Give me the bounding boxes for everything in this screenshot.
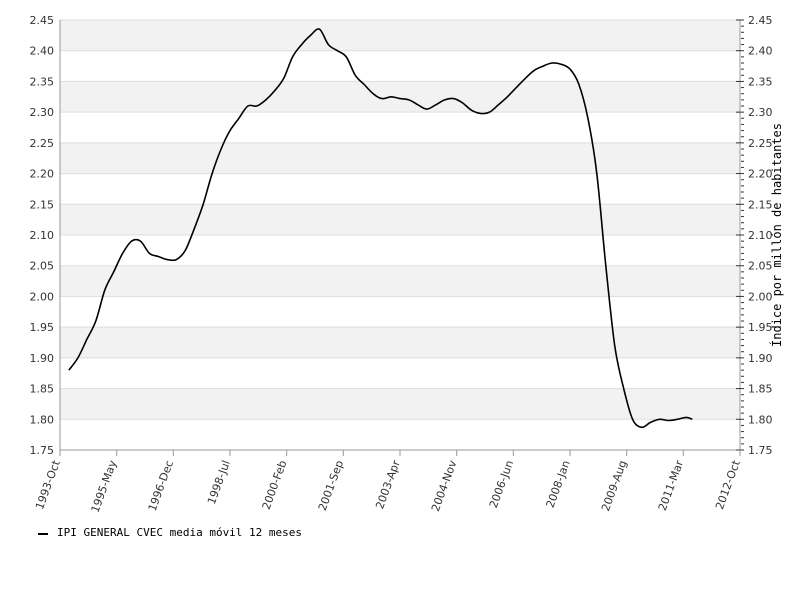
x-tick-label: 2011-Mar [656,458,686,512]
y-tick-label-left: 2.10 [30,229,55,242]
x-tick-label: 1995-May [89,458,120,514]
y-tick-label-left: 2.00 [30,290,55,303]
grid-band [60,50,740,82]
y2-axis-label: Índice por millón de habitantes [769,123,784,347]
y-tick-label-right: 2.45 [748,14,773,27]
y-tick-label-left: 1.90 [30,352,55,365]
grid-band [60,419,740,450]
y-tick-label-right: 1.90 [748,352,773,365]
y-tick-label-left: 1.85 [30,383,55,396]
y-tick-label-right: 2.10 [748,229,773,242]
series-line [68,28,693,429]
y-tick-label-right: 1.95 [748,321,773,334]
y-tick-label-left: 2.20 [30,168,55,181]
y-tick-label-left: 1.75 [30,444,55,457]
y-axis-right: 1.75 1.80 1.85 1.90 1.95 2.00 2.05 2.10 2.15 2.20… [736,14,773,457]
grid-band [60,112,740,143]
x-tick-label: 1993-Oct [33,458,63,511]
y-tick-label-left: 2.30 [30,106,55,119]
legend-label: IPI GENERAL CVEC media móvil 12 meses [57,526,303,539]
grid-band [60,81,740,113]
y-tick-label-left: 2.45 [30,14,55,27]
y-tick-label-left: 2.15 [30,198,55,211]
x-tick-label: 2006-Jun [487,459,516,510]
grid-bands [60,19,740,451]
y-tick-label-right: 2.30 [748,106,773,119]
grid-band [60,20,740,51]
grid-band [60,296,740,328]
grid-band [60,388,740,420]
x-axis: 1993-Oct 1995-May 1996-Dec 1998-Jul 2000-Feb… [33,450,743,514]
legend-swatch [38,532,48,535]
y-tick-label-left: 1.80 [30,413,55,426]
y-tick-label-left: 1.95 [30,321,55,334]
grid-band [60,204,740,235]
x-tick-label: 2001-Sep [316,459,346,513]
series-layer [68,28,693,429]
grid-band [60,357,740,389]
grid-band [60,173,740,205]
y-tick-label-right: 2.20 [748,168,773,181]
legend: IPI GENERAL CVEC media móvil 12 meses [38,526,302,539]
x-tick-label: 1998-Jul [205,459,233,507]
y-tick-label-right: 2.00 [748,290,773,303]
y-tick-label-left: 2.05 [30,260,55,273]
y-tick-label-left: 2.35 [30,75,55,88]
y-tick-label-right: 1.80 [748,413,773,426]
y-axis-left: 1.75 1.80 1.85 1.90 1.95 2.00 2.05 2.10 2.15 2.20… [30,14,55,457]
y-tick-label-right: 1.85 [748,383,773,396]
y-tick-label-right: 2.40 [748,45,773,58]
x-tick-label: 2012-Oct [713,458,743,511]
y-tick-label-right: 2.35 [748,75,773,88]
y-tick-label-right: 2.05 [748,260,773,273]
grid-band [60,142,740,174]
x-tick-label: 2009-Aug [599,459,629,513]
y-tick-label-right: 2.15 [748,198,773,211]
y-tick-label-right: 2.25 [748,137,773,150]
y-tick-label-left: 2.25 [30,137,55,150]
x-tick-label: 2008-Jan [544,459,573,510]
x-tick-label: 1996-Dec [146,459,176,513]
x-tick-label: 2004-Nov [429,458,460,513]
x-tick-label: 2000-Feb [260,459,290,512]
grid-band [60,235,740,266]
y-tick-label-left: 2.40 [30,45,55,58]
x-tick-label: 2003-Apr [373,458,403,511]
grid-band [60,265,740,297]
y-tick-label-right: 1.75 [748,444,773,457]
grid-band [60,327,740,358]
